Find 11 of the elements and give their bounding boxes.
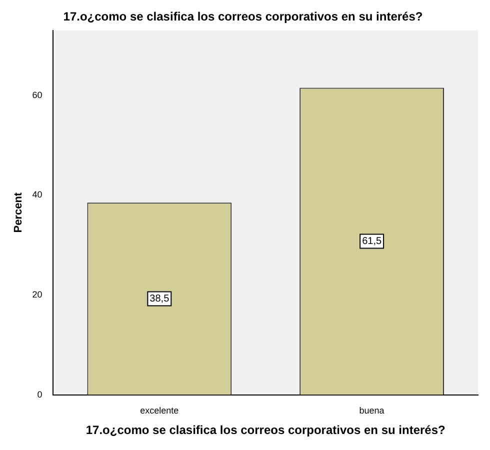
chart-title: 17.o¿como se clasifica los correos corporativos en su interés? bbox=[63, 10, 423, 24]
x-tick-label: excelente bbox=[140, 406, 179, 416]
data-label: 38,5 bbox=[150, 293, 170, 304]
y-axis-title: Percent bbox=[12, 192, 25, 233]
x-axis-title: 17.o¿como se clasifica los correos corporativos en su interés? bbox=[86, 423, 446, 438]
y-tick-label: 20 bbox=[32, 289, 42, 300]
y-tick-label: 0 bbox=[37, 389, 42, 400]
y-tick-label: 60 bbox=[32, 90, 42, 100]
x-tick-label: buena bbox=[359, 406, 384, 416]
y-tick-label: 40 bbox=[32, 190, 42, 200]
data-label: 61,5 bbox=[362, 236, 382, 248]
